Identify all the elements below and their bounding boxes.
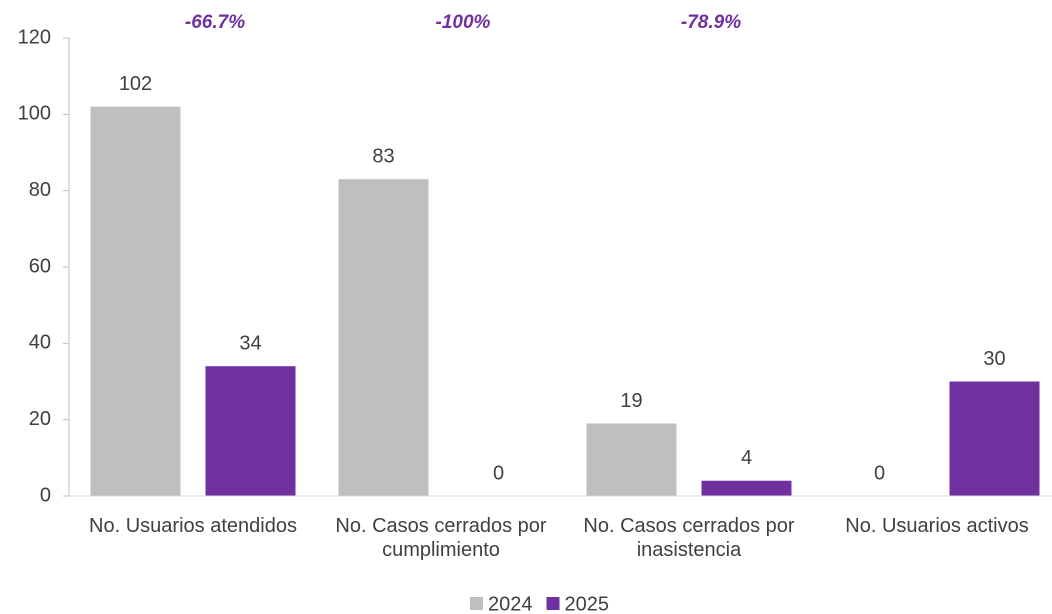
bar [949,381,1040,496]
y-tick-label: 20 [29,408,51,430]
bar [205,366,296,496]
data-label: 34 [239,333,261,355]
legend-label: 2024 [488,593,533,614]
data-label: 19 [620,390,642,412]
data-label: 102 [119,73,152,95]
x-tick-label: No. Casos cerrados por inasistencia [583,515,795,561]
y-tick-label: 40 [29,332,51,354]
bar [338,179,429,496]
x-tick-label: No. Usuarios activos [845,515,1029,537]
annotation: -100% [436,12,491,33]
legend-label: 2025 [565,593,610,614]
annotation: -78.9% [681,12,741,33]
annotation: -66.7% [185,12,245,33]
data-label: 4 [741,447,752,469]
data-label: 83 [372,145,394,167]
legend-swatch [546,597,560,610]
data-label: 0 [874,462,885,484]
x-tick-label: No. Usuarios atendidos [89,515,297,537]
bar [701,480,792,496]
y-tick-label: 60 [29,255,51,277]
y-tick-label: 80 [29,179,51,201]
y-tick-label: 0 [40,484,51,506]
data-label: 30 [983,348,1005,370]
bar [586,423,677,496]
y-tick-label: 120 [18,26,51,48]
x-tick-label: No. Casos cerrados por cumplimiento [335,515,547,561]
bar [90,106,181,496]
data-label: 0 [493,462,504,484]
legend-swatch [470,597,483,610]
y-tick-label: 100 [18,103,51,125]
